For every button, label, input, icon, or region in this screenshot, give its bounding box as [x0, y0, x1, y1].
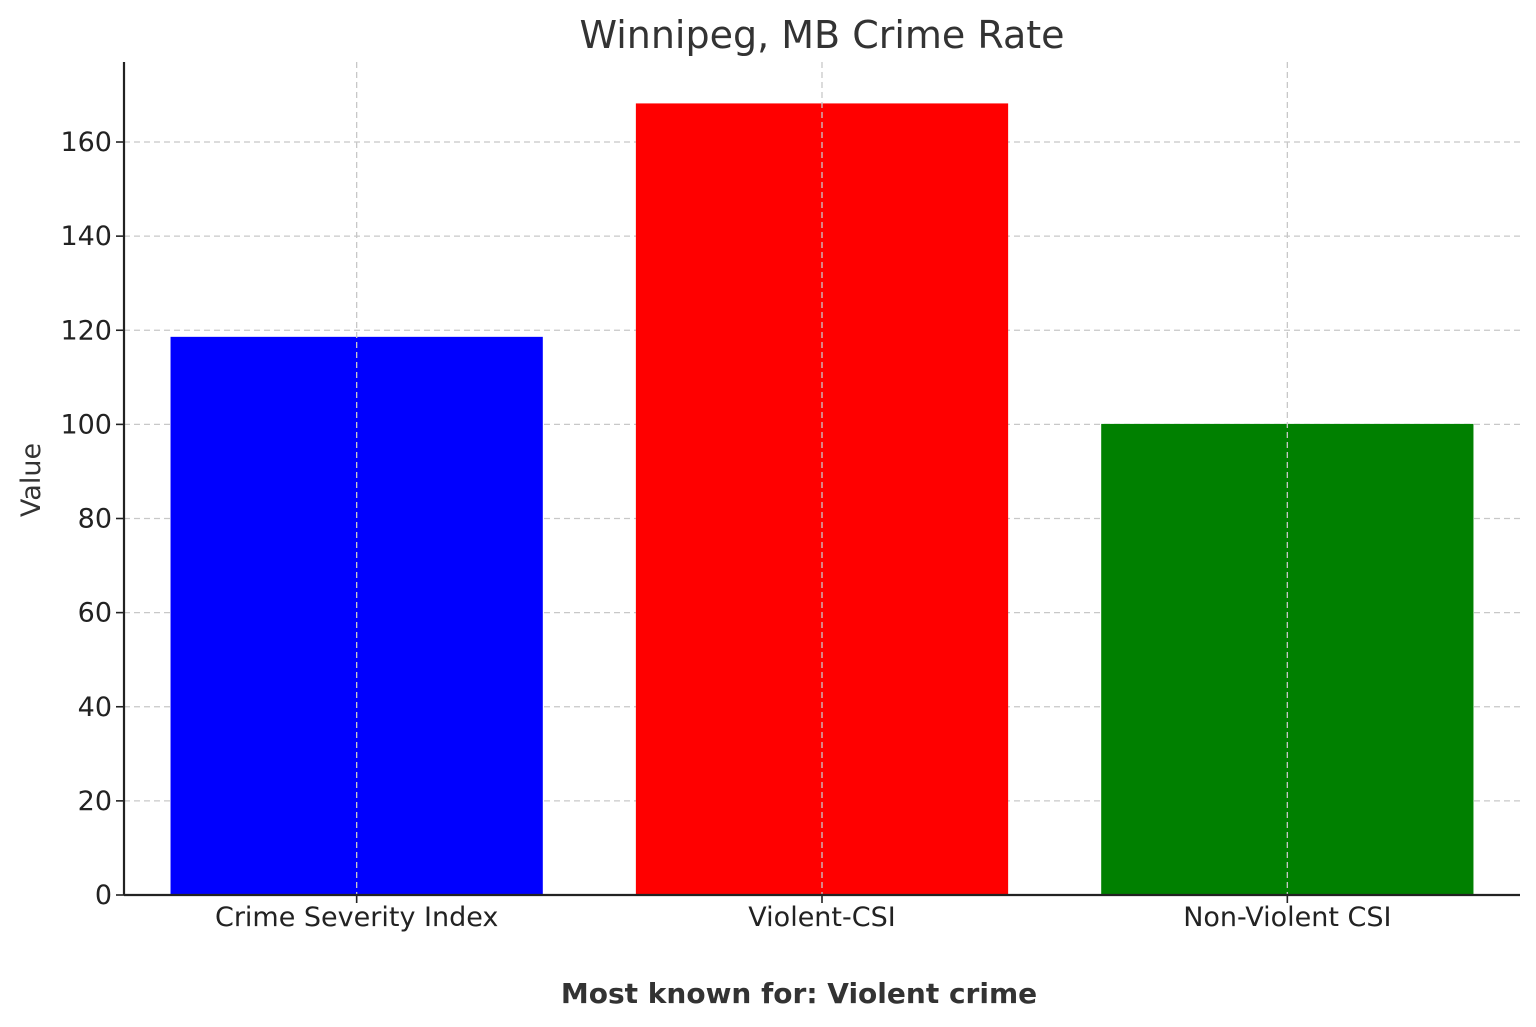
x-tick-label: Non-Violent CSI — [1183, 902, 1391, 933]
y-tick-label: 140 — [60, 221, 112, 252]
y-tick-label: 20 — [78, 786, 112, 817]
x-tick-label: Violent-CSI — [748, 902, 895, 933]
x-axis-ticks: Crime Severity Index Violent-CSI Non-Viole… — [215, 895, 1391, 933]
y-axis-ticks: 0 20 40 60 80 100 120 140 160 — [60, 127, 124, 911]
chart-title: Winnipeg, MB Crime Rate — [579, 13, 1064, 57]
y-tick-label: 80 — [78, 504, 112, 535]
y-tick-label: 100 — [60, 409, 112, 440]
vertical-grid-lines — [356, 62, 1288, 895]
x-tick-label: Crime Severity Index — [215, 902, 498, 933]
y-tick-label: 0 — [95, 880, 112, 911]
y-tick-label: 60 — [78, 598, 112, 629]
y-tick-label: 120 — [60, 315, 112, 346]
x-axis-label: Most known for: Violent crime — [561, 977, 1037, 1010]
y-tick-label: 40 — [78, 692, 112, 723]
y-axis-label: Value — [16, 443, 47, 517]
y-tick-label: 160 — [60, 127, 112, 158]
